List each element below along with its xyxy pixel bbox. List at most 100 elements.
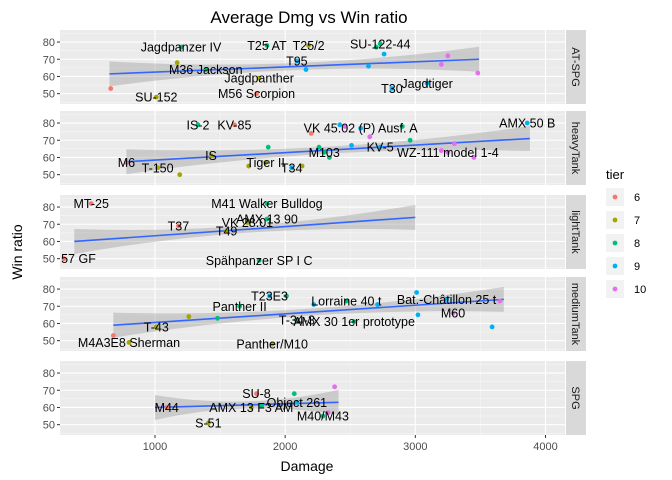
point-label: KV-5	[367, 141, 394, 155]
legend-label: 8	[634, 238, 640, 250]
y-tick-label: 60	[43, 318, 55, 330]
trend-line	[109, 58, 480, 75]
data-point	[316, 144, 322, 150]
point-label: VK 45.02 (P) Ausf. A	[304, 122, 419, 136]
data-point	[373, 44, 379, 50]
data-point	[155, 165, 161, 171]
y-tick-label: 50	[43, 420, 55, 432]
x-axis-label: Damage	[281, 458, 334, 474]
legend-label: 7	[634, 215, 640, 227]
data-point	[337, 122, 343, 128]
data-point	[164, 405, 170, 410]
x-tick-label: 3000	[403, 441, 427, 453]
data-point	[351, 319, 357, 325]
data-point	[232, 122, 237, 128]
y-tick-label: 60	[43, 236, 55, 248]
data-point	[415, 312, 421, 318]
legend-label: 6	[634, 192, 640, 204]
data-point	[203, 67, 209, 72]
data-point	[497, 298, 503, 304]
data-point	[475, 70, 481, 76]
data-point	[237, 303, 243, 309]
data-point	[153, 324, 159, 330]
panel-SPG: 50 60 70 80 SPG SU-8 M44 AMX 13 F3 AMS-51 Object…	[43, 361, 586, 435]
facet-strip	[566, 195, 586, 269]
point-label: M4A3E8 Sherman	[78, 336, 180, 350]
data-point	[438, 62, 444, 67]
point-label: SU-152	[135, 91, 177, 105]
data-point	[153, 94, 159, 100]
legend-entry: 10	[606, 280, 646, 298]
data-point	[414, 290, 420, 295]
point-label: T25/2	[293, 39, 325, 53]
y-tick-label: 50	[43, 170, 55, 182]
data-point	[445, 53, 451, 59]
panel-heavyTank: 50 60 70 80 heavyTank M6 T-150 IS-2 IS KV-85 Tiger…	[43, 111, 586, 185]
point-label: M41 Walker Bulldog	[211, 197, 322, 211]
panel-content: M4A3E8 Sherman T-43 Panther II Panther/M10 T…	[78, 286, 504, 351]
point-label: M36 Jackson	[169, 63, 243, 77]
y-tick-label: 70	[43, 219, 55, 231]
trend-line	[154, 401, 339, 409]
point-label: T23E3	[251, 289, 288, 303]
data-point	[178, 44, 184, 50]
data-point	[177, 172, 183, 178]
data-point	[450, 310, 456, 316]
point-label: SU-8	[242, 387, 271, 401]
data-point	[284, 293, 289, 299]
legend-entry: 8	[606, 234, 640, 252]
point-label: T-43	[144, 320, 169, 334]
point-label: T-150	[142, 161, 174, 175]
point-label: Panther II	[213, 300, 267, 314]
data-point	[267, 293, 272, 299]
data-point	[265, 144, 271, 150]
data-point	[269, 341, 275, 347]
point-label: Tiger II	[246, 156, 284, 170]
data-point	[126, 339, 132, 345]
point-label: IS	[205, 149, 217, 163]
data-point	[524, 120, 530, 126]
y-tick-label: 50	[43, 254, 55, 266]
legend-swatch	[612, 194, 618, 200]
data-point	[377, 144, 383, 150]
point-label: MT-25	[74, 197, 109, 211]
data-point	[224, 228, 229, 234]
data-point	[108, 86, 114, 91]
data-point	[248, 405, 254, 410]
point-label: M103	[309, 146, 340, 160]
facet-strip	[566, 361, 586, 435]
y-tick-label: 60	[43, 71, 55, 83]
point-label: T37	[168, 219, 190, 233]
point-label: M6	[118, 156, 135, 170]
facet-strip	[566, 111, 586, 185]
data-point	[254, 91, 259, 97]
data-point	[444, 296, 449, 302]
data-point	[389, 86, 395, 91]
point-label: T49	[216, 225, 238, 239]
y-axis-label: Win ratio	[9, 224, 25, 279]
point-label: M40/M43	[297, 410, 349, 424]
data-point	[399, 124, 405, 129]
data-point	[377, 41, 383, 47]
point-label: T34	[281, 161, 303, 175]
data-point	[294, 399, 300, 405]
data-point	[349, 143, 354, 148]
facet-strip	[566, 277, 586, 351]
y-tick-label: 70	[43, 385, 55, 397]
point-label: M56 Scorpion	[218, 87, 295, 101]
facet-strip	[566, 30, 586, 104]
data-point	[264, 201, 270, 207]
point-label: Jagdpanzer IV	[141, 41, 222, 55]
data-point	[254, 391, 259, 397]
data-point	[332, 384, 338, 390]
chart-title: Average Dmg vs Win ratio	[210, 8, 407, 27]
data-point	[263, 160, 269, 166]
data-point	[291, 391, 297, 397]
data-point	[259, 403, 265, 409]
data-point	[256, 75, 262, 81]
data-point	[489, 324, 495, 330]
y-tick-label: 80	[43, 202, 55, 214]
